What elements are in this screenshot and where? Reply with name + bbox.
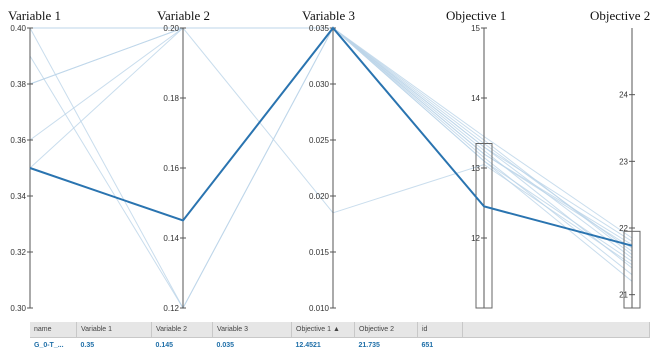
variable-3-axis-title: Variable 3	[302, 8, 355, 23]
cell-objective-2: 21.735	[355, 338, 418, 353]
variable-2-axis-title: Variable 2	[157, 8, 210, 23]
selection-table: name Variable 1 Variable 2 Variable 3 Ob…	[30, 322, 650, 353]
cell-variable-3: 0.035	[213, 338, 292, 353]
highlighted-line	[30, 28, 632, 246]
cell-objective-1: 12.4521	[292, 338, 355, 353]
variable-1-tick-label: 0.34	[10, 192, 26, 201]
variable-2-tick-label: 0.18	[163, 94, 179, 103]
variable-2-tick-label: 0.20	[163, 24, 179, 33]
variable-3-tick-label: 0.035	[309, 24, 330, 33]
variable-1-tick-label: 0.38	[10, 80, 26, 89]
variable-1-tick-label: 0.30	[10, 304, 26, 313]
variable-1-tick-label: 0.32	[10, 248, 26, 257]
background-line	[30, 28, 632, 248]
background-line	[30, 28, 632, 261]
background-line	[30, 28, 632, 308]
column-header-empty	[463, 322, 650, 338]
column-header-variable-1[interactable]: Variable 1	[77, 322, 152, 338]
variable-1-tick-label: 0.36	[10, 136, 26, 145]
parallel-coordinates-chart: Variable 1 0.30 0.32 0.34 0.36 0.38 0.40 Variab…	[0, 0, 657, 318]
variable-3-tick-label: 0.010	[309, 304, 330, 313]
background-line	[30, 28, 632, 241]
cell-variable-1: 0.35	[77, 338, 152, 353]
variable-1-tick-label: 0.40	[10, 24, 26, 33]
table-row[interactable]: G_0-T_... 0.35 0.145 0.035 12.4521 21.73…	[30, 338, 650, 353]
column-header-variable-2[interactable]: Variable 2	[152, 322, 213, 338]
objective-1-axis-title: Objective 1	[446, 8, 506, 23]
variable-3-tick-label: 0.015	[309, 248, 330, 257]
variable-2-tick-label: 0.12	[163, 304, 179, 313]
column-header-id[interactable]: id	[418, 322, 463, 338]
variable-1-axis-title: Variable 1	[8, 8, 61, 23]
background-line	[30, 28, 632, 258]
objective-2-tick-label: 23	[619, 157, 628, 166]
objective-1-tick-label: 15	[471, 24, 480, 33]
variable-2-tick-label: 0.16	[163, 164, 179, 173]
background-line	[30, 28, 632, 245]
background-line	[30, 28, 632, 275]
background-line	[30, 28, 632, 281]
objective-2-tick-label: 24	[619, 91, 628, 100]
background-line	[30, 28, 632, 308]
cell-variable-2: 0.145	[152, 338, 213, 353]
column-header-objective-2[interactable]: Objective 2	[355, 322, 418, 338]
table-header-row: name Variable 1 Variable 2 Variable 3 Ob…	[30, 322, 650, 338]
objective-2-axis-title: Objective 2	[590, 8, 650, 23]
variable-3-tick-label: 0.020	[309, 192, 330, 201]
column-header-name[interactable]: name	[30, 322, 77, 338]
variable-2-tick-label: 0.14	[163, 234, 179, 243]
column-header-objective-1[interactable]: Objective 1 ▲	[292, 322, 355, 338]
cell-name: G_0-T_...	[30, 338, 77, 353]
column-header-variable-3[interactable]: Variable 3	[213, 322, 292, 338]
variable-3-tick-label: 0.025	[309, 136, 330, 145]
background-line	[30, 28, 632, 238]
variable-3-tick-label: 0.030	[309, 80, 330, 89]
objective-1-tick-label: 14	[471, 94, 480, 103]
background-line	[30, 28, 632, 265]
cell-id: 651	[418, 338, 463, 353]
cell-empty	[463, 338, 650, 353]
